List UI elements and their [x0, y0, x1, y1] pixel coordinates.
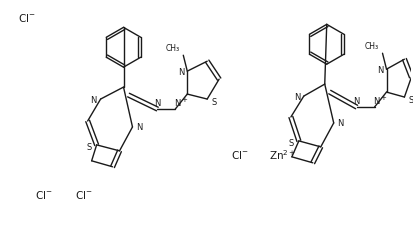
Text: Cl$^{-}$: Cl$^{-}$ [75, 188, 92, 200]
Text: Cl$^{-}$: Cl$^{-}$ [35, 188, 52, 200]
Text: N: N [354, 96, 360, 105]
Text: N: N [174, 98, 180, 107]
Text: +: + [181, 97, 187, 103]
Text: N: N [377, 65, 384, 74]
Text: Cl$^{-}$: Cl$^{-}$ [231, 148, 249, 160]
Text: Zn$^{2+}$: Zn$^{2+}$ [269, 147, 296, 161]
Text: +: + [380, 95, 387, 101]
Text: N: N [178, 67, 185, 76]
Text: N: N [90, 95, 97, 104]
Text: N: N [337, 119, 344, 128]
Text: CH₃: CH₃ [364, 42, 379, 51]
Text: S: S [409, 95, 413, 104]
Text: S: S [86, 143, 91, 152]
Text: N: N [373, 96, 380, 105]
Text: Cl$^{-}$: Cl$^{-}$ [18, 12, 36, 24]
Text: S: S [211, 97, 217, 106]
Text: CH₃: CH₃ [165, 44, 179, 52]
Text: S: S [288, 139, 294, 148]
Text: N: N [294, 92, 300, 101]
Text: N: N [136, 123, 142, 132]
Text: N: N [154, 98, 161, 107]
